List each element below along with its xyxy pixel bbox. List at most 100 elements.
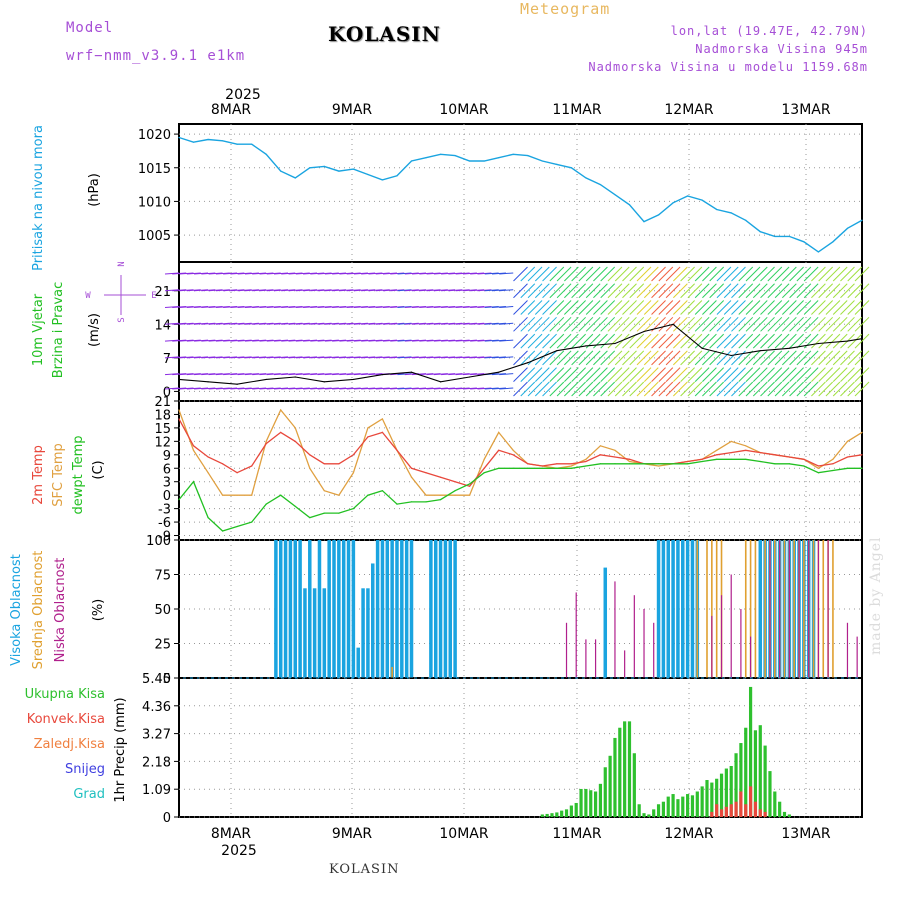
- precip-total-bar: [686, 794, 690, 817]
- wind-barb: [339, 272, 354, 275]
- temp-2m-line-point: [846, 456, 849, 458]
- wind-barb: [760, 266, 775, 282]
- wind-barb: [426, 306, 441, 309]
- dewpoint-line-point: [439, 499, 442, 501]
- wind-barb: [186, 289, 201, 292]
- temp-2m-line-point: [178, 418, 180, 420]
- wind-barb: [172, 387, 187, 390]
- wind-barb: [281, 272, 296, 275]
- wind-barb: [259, 306, 274, 309]
- temp-2m-line-point: [512, 454, 514, 456]
- wind-barb: [310, 387, 325, 390]
- wind-barb: [593, 316, 608, 332]
- wind-barb: [237, 322, 252, 325]
- wind-barb: [223, 356, 238, 359]
- wind-barb: [716, 333, 732, 349]
- cloud-bar-low: [575, 592, 577, 678]
- pressure-line-point: [280, 170, 282, 172]
- wind-barb: [390, 272, 405, 275]
- model-name: wrf−nmm_v3.9.1 e1km: [66, 48, 246, 64]
- wind-barb: [803, 300, 819, 315]
- wind-barb: [767, 367, 783, 382]
- temp-2m-line-point: [338, 463, 340, 465]
- wind-barb: [593, 381, 608, 397]
- dewpoint-line-point: [309, 516, 311, 519]
- wind-barb: [179, 339, 194, 342]
- wind-barb: [803, 381, 819, 397]
- wind-barb: [854, 333, 870, 349]
- wind-barb: [825, 381, 841, 397]
- wind-barb: [295, 373, 310, 376]
- wind-barb: [774, 381, 790, 397]
- mid-cloud-label: Srednja Oblacnost: [31, 551, 46, 670]
- wind-barb: [723, 381, 739, 397]
- dewpoint-label: dewpt Temp: [71, 435, 86, 514]
- y-tick-label: 1020: [138, 128, 171, 143]
- cloud-bar-high: [443, 540, 448, 678]
- wind-barb: [412, 272, 427, 275]
- cloud-bar-high: [366, 588, 370, 678]
- wind-barb: [738, 333, 754, 349]
- pressure-line-point: [745, 219, 747, 221]
- wind-barb: [179, 373, 194, 376]
- wind-barb: [556, 283, 572, 299]
- panel-frame-temperature: [178, 400, 863, 541]
- precip-total-bar: [642, 813, 646, 817]
- wind-barb: [448, 272, 463, 275]
- dewpoint-line-point: [251, 521, 253, 523]
- precip-total-bar: [540, 814, 544, 817]
- precip-total-bar: [598, 783, 603, 817]
- wind-barb: [789, 333, 804, 349]
- wind-barb: [767, 333, 783, 349]
- wind-barb: [172, 356, 187, 359]
- wind-barb: [585, 381, 601, 397]
- wind-barb: [854, 283, 870, 299]
- precip-total-bar: [618, 727, 622, 817]
- wind-barb: [716, 381, 732, 397]
- wind-barb: [244, 373, 259, 376]
- sfc-temp-line-point: [846, 440, 849, 442]
- wind-barb: [433, 272, 448, 275]
- wind-barb: [614, 316, 630, 332]
- wind-barb: [310, 339, 325, 342]
- wind-barb: [419, 322, 434, 325]
- wind-barb: [549, 266, 565, 282]
- wind-barb: [600, 300, 616, 315]
- wind-barb: [273, 306, 289, 309]
- wind-barb: [760, 367, 775, 382]
- wind-barb: [723, 300, 739, 315]
- precip-total-bar: [555, 812, 559, 817]
- wind-barb: [651, 283, 666, 299]
- wind-barb: [491, 289, 507, 292]
- precip-total-bar: [787, 814, 791, 817]
- cloud-bar-high: [661, 540, 666, 678]
- pressure-line-point: [236, 143, 238, 145]
- wind-speed-line-point: [527, 362, 529, 364]
- wind-speed-line-point: [439, 381, 442, 383]
- wind-barb: [368, 306, 383, 309]
- dewpoint-line-point: [585, 465, 587, 467]
- precip-total-bar: [545, 813, 549, 817]
- wind-barb: [542, 300, 557, 315]
- wind-barb: [339, 322, 354, 325]
- temp-2m-line-point: [251, 465, 253, 467]
- wind-barb: [215, 272, 230, 275]
- wind-barb: [426, 356, 441, 359]
- cloud-bar-low: [643, 609, 645, 678]
- dewpoint-line-point: [614, 463, 616, 465]
- precip-total-bar: [734, 753, 738, 817]
- wind-barb: [760, 316, 775, 332]
- wind-barb: [811, 367, 826, 382]
- wind-barb: [462, 339, 477, 342]
- y-tick-label: 0: [163, 489, 171, 504]
- wind-barb: [840, 381, 855, 397]
- wind-barb: [832, 316, 848, 332]
- precip-total-bar: [773, 791, 777, 817]
- precip-legend-0: Ukupna Kisa: [25, 687, 105, 702]
- cloud-bar-mid: [696, 540, 699, 678]
- wind-barb: [803, 367, 819, 382]
- precip-unit-label: 1hr Precip (mm): [113, 697, 128, 802]
- wind-barb: [840, 350, 855, 366]
- wind-barb: [738, 283, 754, 299]
- wind-barb: [578, 300, 594, 315]
